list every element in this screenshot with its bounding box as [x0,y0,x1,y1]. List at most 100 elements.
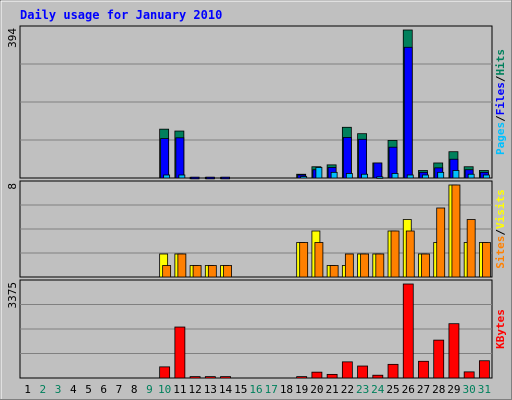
bar-pages [178,174,186,179]
legend-entry-sites: Sites [494,236,507,269]
x-tick-label: 18 [280,383,293,396]
x-tick-label: 24 [371,383,385,396]
panel-legend-label: Sites/Visits [494,189,507,269]
bar-sites [177,253,187,278]
bar-pages [315,167,323,179]
bar-sites [421,253,430,278]
legend-separator: / [494,229,507,236]
panel-legend-label: KBytes [494,309,507,349]
x-tick-label: 6 [100,383,107,396]
bar-files [221,176,230,180]
x-tick-label: 5 [85,383,92,396]
bar-kbytes [220,376,231,379]
x-tick-label: 19 [295,383,308,396]
bar-sites [299,242,309,278]
x-tick-label: 27 [417,383,430,396]
legend-separator: / [494,75,507,82]
bar-files [403,46,413,179]
chart-title: Daily usage for January 2010 [20,8,222,22]
x-tick-label: 9 [146,383,153,396]
bar-kbytes [478,360,490,379]
x-tick-label: 10 [158,383,171,396]
x-tick-label: 22 [341,383,354,396]
bar-sites [451,184,461,278]
bar-pages [406,174,414,179]
y-max-label: 8 [6,183,19,190]
bar-kbytes [418,360,429,379]
legend-entry-hits: Hits [494,49,507,76]
x-tick-label: 4 [70,383,77,396]
x-tick-label: 12 [188,383,201,396]
bar-sites [436,207,446,278]
x-tick-label: 11 [173,383,186,396]
bar-pages [422,174,429,179]
bar-sites [329,265,339,278]
bar-sites [192,265,202,278]
bar-pages [467,173,475,179]
bar-files [175,137,185,179]
x-tick-label: 20 [310,383,323,396]
bar-kbytes [174,326,186,379]
bar-pages [391,173,399,179]
bar-kbytes [326,373,338,379]
x-axis-labels: 1 2 3 4 5 6 7 8 9 10 11 12 13 14 15 16 17 18 19 20 21 22 23 24 2… [24,383,491,396]
bar-files [358,138,367,179]
bar-kbytes [204,376,216,379]
bar-sites [405,230,415,278]
bar-pages [163,174,171,179]
x-tick-label: 1 [24,383,31,396]
bar-pages [482,174,490,179]
bar-sites [314,242,324,278]
x-tick-label: 17 [265,383,278,396]
bar-files [205,176,215,180]
bar-kbytes [433,339,445,379]
legend-separator: / [494,115,507,122]
bar-sites [390,230,400,278]
x-tick-label: 29 [447,383,460,396]
bar-sites [207,265,217,278]
x-tick-label: 16 [249,383,262,396]
bar-sites [466,219,476,278]
x-tick-label: 13 [204,383,217,396]
x-tick-label: 28 [432,383,445,396]
bar-sites [162,265,172,278]
legend-entry-files: Files [494,82,507,115]
bar-files [160,138,170,179]
bar-pages [361,173,368,179]
x-tick-label: 8 [131,383,138,396]
x-tick-label: 30 [463,383,476,396]
bar-kbytes [448,323,460,379]
bar-sites [344,253,354,278]
x-tick-label: 31 [478,383,491,396]
panel-legend-label: Pages/Files/Hits [494,49,507,155]
bar-kbytes [341,361,353,379]
bar-pages [452,170,460,179]
bar-pages [300,176,308,179]
x-tick-label: 23 [356,383,369,396]
bar-files [342,137,352,179]
bar-pages [345,173,353,179]
x-tick-label: 25 [386,383,399,396]
x-tick-label: 2 [40,383,47,396]
bar-pages [437,171,445,179]
bar-sites [481,242,491,278]
panels: 394Pages/Files/Hits8Sites/Visits3375KByt… [6,25,507,379]
x-tick-label: 7 [116,383,123,396]
bar-kbytes [463,371,475,379]
x-tick-label: 26 [402,383,415,396]
bar-sites [223,265,232,278]
bar-pages [330,171,338,179]
x-tick-label: 15 [234,383,247,396]
legend-entry-pages: Pages [494,122,507,155]
x-tick-label: 14 [219,383,233,396]
panel-kbytes: 3375 KBytes [6,279,507,379]
bar-files [190,176,200,180]
legend-entry-kbytes: KBytes [494,309,507,349]
bar-kbytes [159,366,171,379]
bar-kbytes [357,365,368,379]
bar-sites [375,253,385,278]
x-tick-label: 21 [326,383,339,396]
bar-files [373,162,383,179]
panel-visits-sites: 8 Sites/Visits [6,180,507,278]
